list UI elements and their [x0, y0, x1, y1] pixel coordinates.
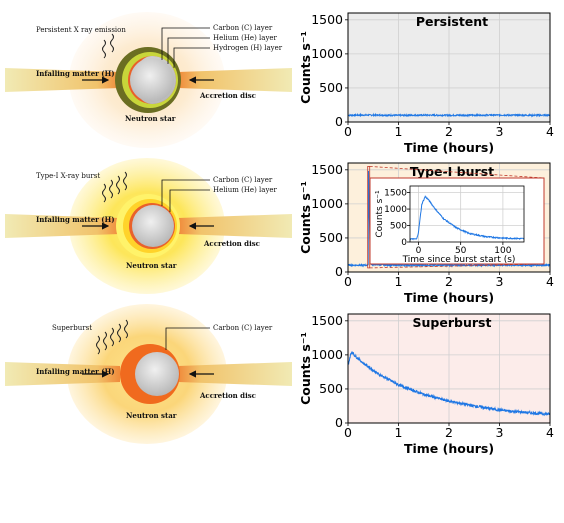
x-axis-label: Time (hours)	[404, 441, 494, 456]
label-emission: Persistent X ray emission	[36, 26, 126, 34]
xray-squiggle-icon	[102, 171, 127, 203]
x-tick-label: 3	[496, 425, 504, 440]
diagram-persistent: Persistent X ray emission Carbon (C) lay…	[5, 12, 292, 148]
y-tick-label: 1500	[311, 313, 343, 328]
x-tick-label: 2	[445, 274, 453, 289]
zoom-connector	[369, 263, 545, 269]
infalling-stream	[5, 214, 120, 238]
label-infalling: Infalling matter (H)	[36, 69, 115, 78]
x-tick-label: 1	[395, 124, 403, 139]
neutron-star-core	[130, 58, 174, 102]
y-tick-label: 0	[335, 415, 343, 430]
accretion-disc-right	[178, 68, 292, 92]
xray-squiggle-icon	[96, 319, 128, 355]
y-tick-label: 500	[390, 222, 407, 232]
label-helium: Helium (He) layer	[213, 34, 278, 42]
y-tick-label: 500	[319, 381, 343, 396]
x-tick-label: 3	[496, 274, 504, 289]
inset-y-axis-label: Counts s⁻¹	[375, 190, 385, 238]
x-tick-label: 2	[445, 425, 453, 440]
inset-series-line	[409, 195, 525, 241]
y-tick-label: 0	[335, 264, 343, 279]
x-tick-label: 0	[416, 246, 422, 256]
chart-2: 0 1 2 3 4 0 500 1000 1500 Superburst Time (hours) C…	[298, 313, 554, 456]
plot-area	[410, 186, 524, 242]
infalling-stream	[5, 68, 120, 92]
x-tick-label: 3	[496, 124, 504, 139]
label-disc: Accretion disc	[203, 239, 260, 248]
x-tick-label: 4	[546, 124, 554, 139]
y-tick-label: 0	[401, 238, 407, 248]
leader-lines	[161, 179, 210, 212]
chart-title: Persistent	[416, 14, 488, 29]
neutron-star	[132, 205, 174, 247]
y-tick-label: 1000	[311, 46, 343, 61]
x-tick-label: 1	[395, 274, 403, 289]
y-tick-label: 1500	[384, 189, 407, 199]
chart-title: Superburst	[413, 315, 492, 330]
diagram-superburst: Superburst Carbon (C) layer Infalling ma…	[5, 304, 292, 444]
neutron-star	[135, 352, 179, 396]
series-line	[347, 351, 551, 417]
label-disc: Accretion disc	[199, 91, 256, 100]
chart-0: 0 1 2 3 4 0 500 1000 1500 Persistent Time (hours) C…	[298, 12, 554, 155]
y-tick-label: 1500	[311, 12, 343, 27]
label-infalling: Infalling matter (H)	[36, 215, 115, 224]
inset-x-axis-label: Time since burst start (s)	[402, 255, 516, 265]
label-carbon: Carbon (C) layer	[213, 324, 273, 332]
x-axis-label: Time (hours)	[404, 290, 494, 305]
leader-lines	[165, 327, 210, 350]
y-tick-label: 1000	[311, 196, 343, 211]
y-tick-label: 500	[319, 230, 343, 245]
label-emission: Superburst	[52, 324, 92, 332]
leader-lines	[161, 27, 210, 68]
xray-squiggle-icon	[102, 33, 114, 59]
zoom-connector	[369, 166, 545, 179]
x-tick-label: 2	[445, 124, 453, 139]
y-tick-label: 1500	[311, 162, 343, 177]
label-carbon: Carbon (C) layer	[213, 24, 273, 32]
inset-plot-frame	[409, 185, 525, 243]
diagram-type-i: Type-I X-ray burst Carbon (C) layer Heli…	[5, 158, 292, 294]
label-helium: Helium (He) layer	[213, 186, 278, 194]
x-tick-label: 0	[344, 425, 352, 440]
infalling-stream	[5, 362, 120, 386]
x-tick-label: 100	[494, 246, 511, 256]
y-tick-label: 500	[319, 80, 343, 95]
label-star: Neutron star	[126, 261, 177, 270]
x-tick-label: 4	[546, 425, 554, 440]
label-hydrogen: Hydrogen (H) layer	[213, 44, 283, 52]
label-carbon: Carbon (C) layer	[213, 176, 273, 184]
label-star: Neutron star	[126, 411, 177, 420]
y-axis-label: Counts s⁻¹	[298, 31, 313, 104]
label-star: Neutron star	[125, 114, 176, 123]
x-axis-label: Time (hours)	[404, 140, 494, 155]
x-tick-label: 4	[546, 274, 554, 289]
x-tick-label: 0	[344, 124, 352, 139]
y-axis-label: Counts s⁻¹	[298, 332, 313, 405]
label-infalling: Infalling matter (H)	[36, 367, 115, 376]
accretion-disc-right	[178, 362, 292, 386]
x-tick-label: 50	[455, 246, 467, 256]
label-emission: Type-I X-ray burst	[36, 172, 100, 180]
x-tick-label: 1	[395, 425, 403, 440]
y-tick-label: 1000	[384, 205, 407, 215]
accretion-disc-right	[178, 214, 292, 238]
y-tick-label: 0	[335, 114, 343, 129]
y-axis-label: Counts s⁻¹	[298, 181, 313, 254]
diagram-panel: Persistent X ray emission Carbon (C) lay…	[5, 12, 292, 444]
label-disc: Accretion disc	[199, 391, 256, 400]
series-line	[347, 112, 551, 118]
x-tick-label: 0	[344, 274, 352, 289]
y-tick-label: 1000	[311, 347, 343, 362]
